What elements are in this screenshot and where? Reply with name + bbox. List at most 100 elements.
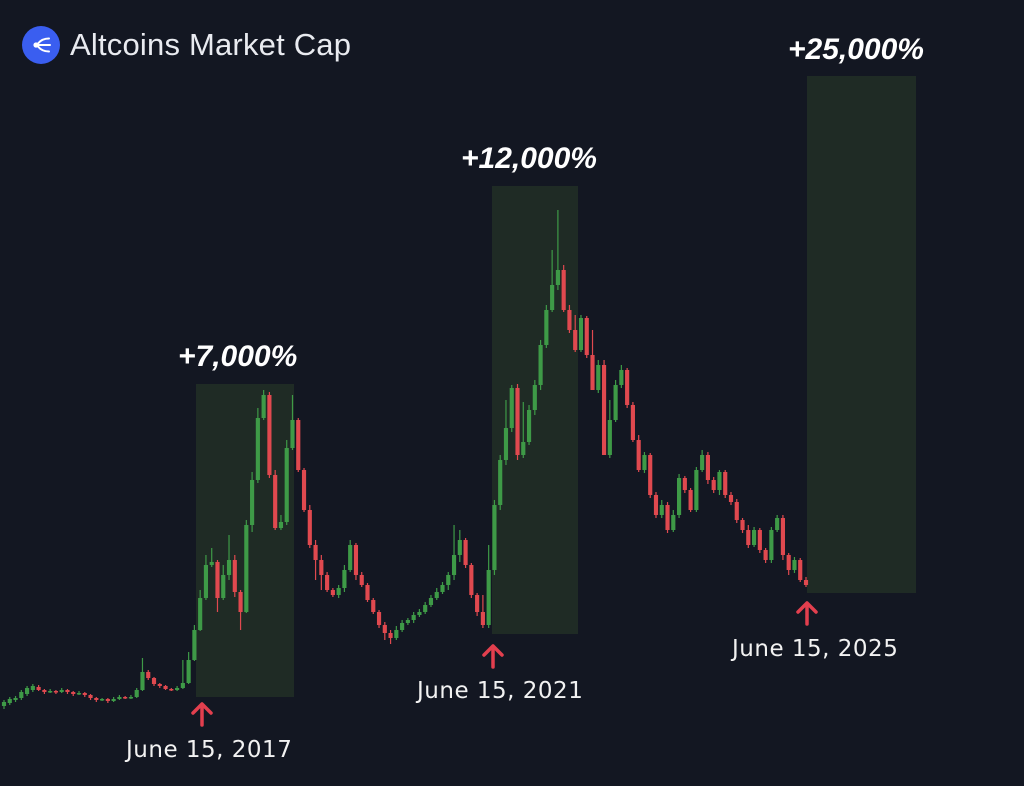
candle-body <box>751 530 757 545</box>
candle-body <box>278 522 284 528</box>
candle-body <box>700 455 705 470</box>
candle-body <box>186 660 191 683</box>
candle-body <box>359 575 364 585</box>
candle-body <box>440 585 445 592</box>
candle-body <box>400 623 405 630</box>
chart-header: Altcoins Market Cap <box>22 26 351 64</box>
candle-body <box>619 370 624 385</box>
gain-label-2021: +12,000% <box>461 142 597 175</box>
candle-body <box>561 270 566 310</box>
candle-body <box>786 555 791 570</box>
candle-body <box>544 310 549 345</box>
candle-body <box>573 330 578 350</box>
candle-body <box>76 693 82 695</box>
candle-body <box>740 520 745 530</box>
candle-body <box>330 590 335 595</box>
arrow-up-icon <box>191 702 213 727</box>
candle-body <box>163 686 168 689</box>
candle-body <box>100 699 105 701</box>
candle-body <box>411 615 416 620</box>
candle-body <box>728 495 734 502</box>
candle-body <box>521 442 526 455</box>
candle-body <box>261 395 266 418</box>
candle-body <box>59 690 64 692</box>
candle-body <box>221 575 226 598</box>
candle-body <box>319 560 324 575</box>
candle-body <box>209 562 214 565</box>
candle-body <box>105 699 110 701</box>
candle-body <box>175 688 180 690</box>
candle-body <box>434 592 439 598</box>
gain-label-2017: +7,000% <box>178 340 298 373</box>
candle-body <box>688 490 693 510</box>
candle-body <box>82 693 87 695</box>
candle-body <box>769 530 774 560</box>
candle-body <box>394 630 399 638</box>
candle-body <box>665 505 670 530</box>
candle-body <box>273 475 278 528</box>
candle-body <box>492 505 497 570</box>
candle-body <box>255 418 260 480</box>
candles-group <box>1 210 809 709</box>
candle-body <box>538 345 543 385</box>
candle-body <box>88 695 93 698</box>
candle-body <box>13 698 18 700</box>
candle-body <box>717 472 722 490</box>
candle-body <box>775 518 780 530</box>
candle-body <box>705 455 710 480</box>
candle-body <box>244 525 249 612</box>
candle-body <box>140 672 145 690</box>
candle-body <box>134 690 139 697</box>
candle-body <box>469 565 474 595</box>
candle-body <box>480 612 485 625</box>
candle-body <box>457 540 462 555</box>
candle-body <box>325 575 330 590</box>
candle-body <box>676 478 682 515</box>
candle-body <box>290 420 295 448</box>
candle-body <box>498 460 503 505</box>
candle-body <box>757 530 762 550</box>
candle-body <box>526 410 532 442</box>
candle-body <box>746 530 751 545</box>
candle-body <box>636 440 641 470</box>
candle-body <box>71 692 76 694</box>
candle-body <box>25 688 30 694</box>
candle-body <box>653 495 659 515</box>
candle-body <box>376 612 382 625</box>
candle-body <box>590 355 595 390</box>
candle-body <box>111 699 116 701</box>
candle-body <box>169 689 174 691</box>
candle-body <box>671 515 676 530</box>
growth-zone-2025 <box>807 76 916 593</box>
candle-body <box>711 480 716 490</box>
candle-body <box>694 470 699 510</box>
candle-body <box>226 560 232 575</box>
candle-body <box>192 630 197 660</box>
candle-body <box>238 592 243 612</box>
candle-body <box>475 595 480 612</box>
candle-body <box>151 678 157 684</box>
candle-body <box>30 686 35 690</box>
candle-body <box>42 690 47 692</box>
candle-body <box>613 385 618 420</box>
candle-body <box>584 318 589 355</box>
candle-body <box>198 598 203 630</box>
candle-body <box>353 545 359 575</box>
candle-body <box>532 385 537 410</box>
candle-body <box>567 310 572 330</box>
candle-body <box>388 633 393 638</box>
candle-body <box>157 684 162 686</box>
candle-body <box>550 285 555 310</box>
candle-body <box>284 448 289 522</box>
candle-body <box>371 600 376 612</box>
candle-body <box>313 545 318 560</box>
date-label-2025: June 15, 2025 <box>732 636 899 662</box>
candle-body <box>515 388 520 455</box>
candle-body <box>203 565 209 598</box>
candle-body <box>509 388 514 428</box>
candle-body <box>342 570 347 588</box>
candle-body <box>463 540 468 565</box>
candle-body <box>723 472 728 495</box>
candle-body <box>601 365 607 455</box>
